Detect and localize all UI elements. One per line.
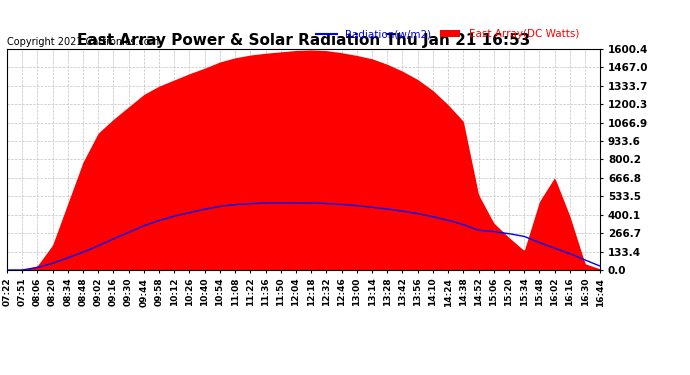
Text: Copyright 2021 Cartronics.com: Copyright 2021 Cartronics.com [7,37,159,47]
Legend: Radiation(w/m2), East Array(DC Watts): Radiation(w/m2), East Array(DC Watts) [312,25,583,44]
Title: East Array Power & Solar Radiation Thu Jan 21 16:53: East Array Power & Solar Radiation Thu J… [77,33,531,48]
